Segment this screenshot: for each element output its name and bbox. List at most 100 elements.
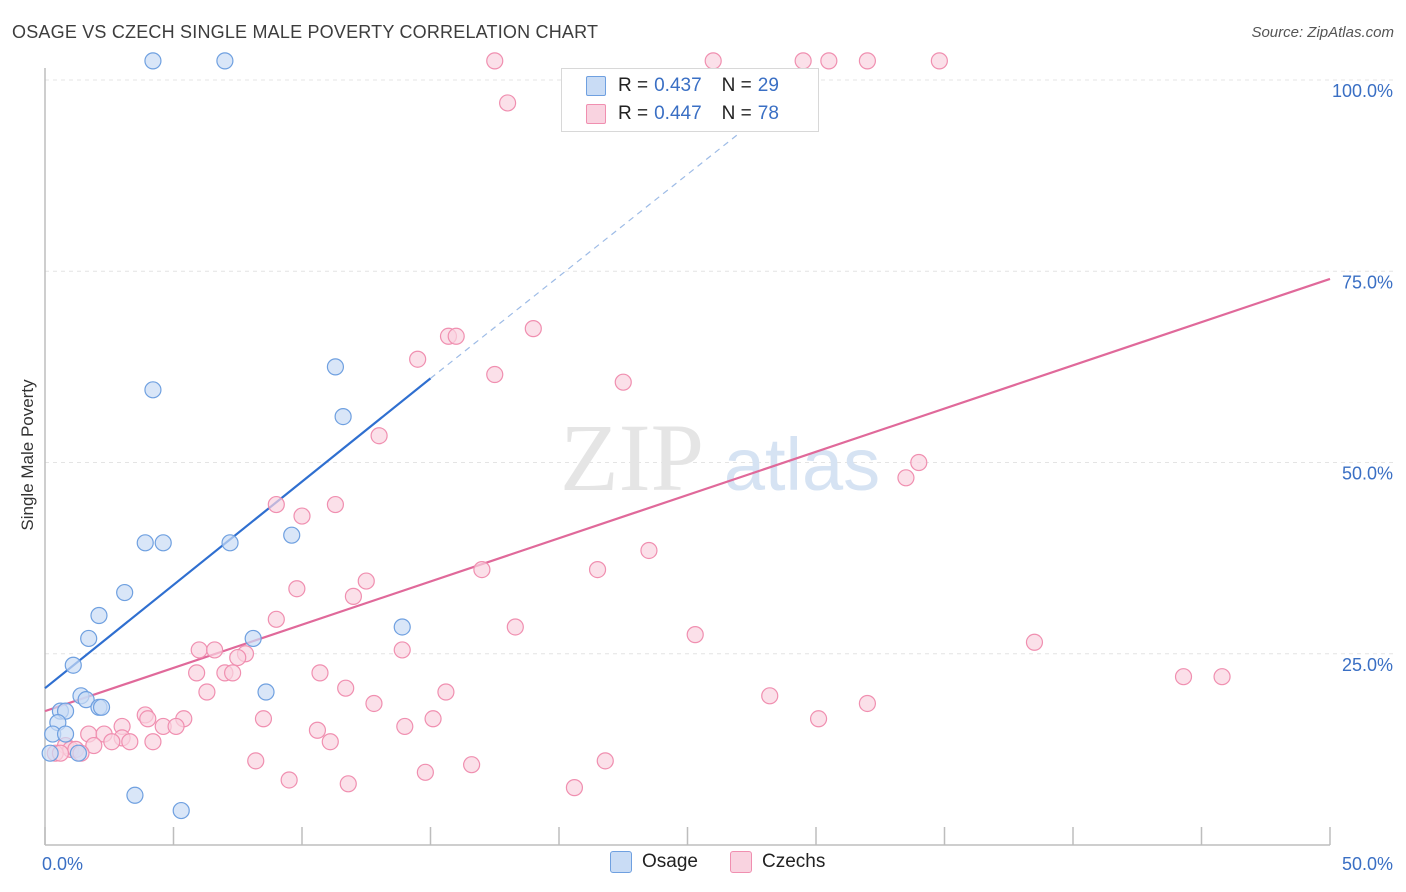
data-point-czechs [858,52,877,70]
legend-r-value: 0.447 [654,103,702,124]
data-point-osage [126,786,144,804]
data-point-osage [144,381,162,399]
legend-n-value: 29 [757,75,779,96]
data-point-czechs [121,733,139,751]
data-point-czechs [326,495,345,514]
legend-row-czechs: R = 0.447 N = 78 [586,101,799,127]
x-tick-label: 0.0% [42,854,83,874]
data-point-czechs [704,52,722,70]
data-point-czechs [229,648,247,667]
data-point-czechs [858,694,877,713]
data-point-osage [92,698,111,716]
data-point-osage [144,52,162,70]
trend-line-czechs [44,277,1331,713]
data-point-czechs [85,736,103,755]
legend-swatch-czechs [586,104,606,124]
data-point-osage [283,526,301,544]
data-point-czechs [930,52,948,70]
chart-title: OSAGE VS CZECH SINGLE MALE POVERTY CORRE… [12,22,599,42]
series-legend: Osage Czechs [610,851,857,873]
y-tick-label: 25.0% [1342,655,1393,675]
data-point-osage [116,583,134,602]
data-point-czechs [357,572,375,590]
legend-r-label: R = [618,103,649,124]
data-point-czechs [910,453,928,472]
data-point-osage [172,801,190,820]
series-label-czechs: Czechs [761,851,826,872]
data-point-czechs [565,779,584,797]
data-point-czechs [437,683,455,701]
data-point-osage [77,691,95,709]
data-point-osage [64,656,82,674]
y-tick-label: 75.0% [1342,272,1393,292]
data-point-osage [334,408,352,426]
data-point-czechs [247,752,265,770]
series-swatch-czechs [729,851,752,873]
series-legend-osage: Osage [610,851,698,873]
data-point-czechs [686,626,704,644]
data-point-czechs [588,560,607,579]
axes [44,68,1331,846]
data-point-osage [41,744,59,762]
series-legend-czechs: Czechs [729,851,826,873]
x-tick-label: 50.0% [1342,854,1393,874]
legend-swatch-osage [586,76,606,96]
data-point-czechs [337,679,355,697]
legend-n-label: N = [721,103,752,124]
data-point-czechs [897,469,915,487]
data-point-osage [326,358,345,376]
data-point-czechs [409,350,427,368]
data-point-czechs [224,664,242,682]
data-point-czechs [190,641,208,659]
y-tick-label: 100.0% [1332,81,1393,101]
data-point-czechs [339,775,357,793]
data-point-czechs [103,733,121,751]
data-point-czechs [288,580,306,598]
data-point-czechs [473,560,491,579]
data-point-czechs [486,365,504,384]
data-point-czechs [486,52,504,70]
data-point-czechs [267,610,285,628]
data-point-czechs [198,683,216,701]
series-swatch-osage [610,851,632,873]
data-points [41,52,1231,820]
data-point-czechs [424,710,442,728]
data-point-czechs [167,717,185,736]
data-point-czechs [188,664,206,682]
data-point-osage [216,52,234,70]
data-point-czechs [820,52,838,70]
data-point-osage [154,534,172,552]
data-point-czechs [1213,668,1231,686]
series-label-osage: Osage [642,851,698,872]
data-point-osage [257,683,275,701]
legend-n-label: N = [721,75,752,96]
data-point-osage [393,618,411,636]
data-point-czechs [344,587,362,605]
data-point-czechs [311,664,329,682]
data-point-czechs [761,687,779,705]
data-point-osage [69,744,88,762]
data-point-czechs [1025,633,1044,651]
data-point-czechs [365,694,383,713]
data-point-czechs [506,618,524,636]
data-point-osage [80,629,98,648]
y-tick-label: 50.0% [1342,464,1393,484]
data-point-czechs [596,752,614,770]
data-point-czechs [393,641,411,659]
data-point-czechs [1174,668,1193,686]
data-point-czechs [499,94,517,112]
data-point-czechs [396,717,414,736]
data-point-czechs [370,427,388,445]
data-point-czechs [254,710,273,728]
correlation-legend: R = 0.437 N = 29 R = 0.447 N = 78 [561,68,819,132]
data-point-czechs [321,733,339,751]
data-point-czechs [144,733,162,751]
legend-n-value: 78 [757,103,779,124]
data-point-czechs [416,763,434,781]
data-point-czechs [463,756,481,774]
legend-row-osage: R = 0.437 N = 29 [586,73,799,99]
data-point-czechs [139,710,157,728]
data-point-czechs [308,721,327,739]
data-point-czechs [640,541,658,560]
